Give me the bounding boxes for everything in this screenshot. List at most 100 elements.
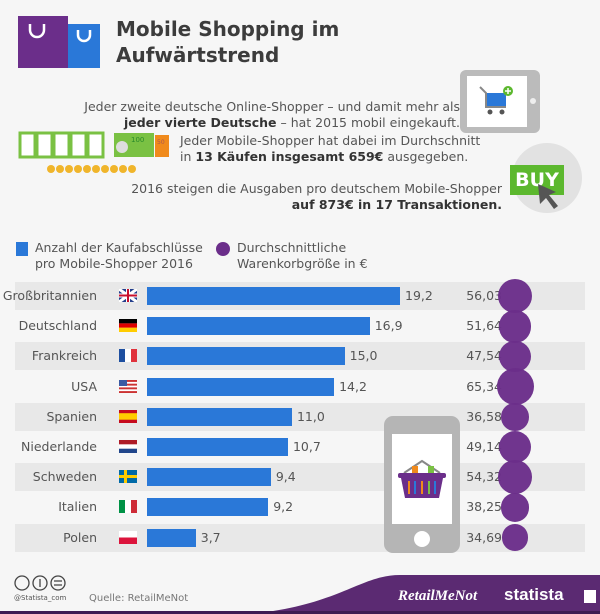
basket-size-circle [500,493,530,522]
basket-size-circle [497,278,533,314]
basket-value-label: 38,25 [466,499,502,515]
flag-pl-icon [119,530,137,544]
statista-logo-mark [584,590,596,603]
basket-value-label: 36,58 [466,408,502,424]
basket-size-circle [499,340,531,373]
bar [147,407,292,426]
legend-1-line-1: Anzahl der Kaufabschlüsse [35,240,203,255]
chart-row: Großbritannien 19,2 56,03 [3,282,585,310]
flag-nl-icon [119,440,137,453]
title-line-1: Mobile Shopping im [116,17,340,41]
basket-value-label: 47,54 [466,348,502,364]
bar [147,528,196,547]
flag-de-icon [119,319,137,333]
category-label: Polen [63,529,97,545]
bar [147,438,288,456]
legend-2-line-2: Warenkorbgröße in € [237,256,368,271]
fact-1-line-1: Jeder zweite deutsche Online-Shopper – u… [84,99,460,114]
legend-circle-swatch [216,242,230,256]
tablet-cart-icon [460,70,540,133]
category-label: Niederlande [21,439,97,454]
category-label: Frankreich [31,348,97,364]
fact-3: 2016 steigen die Ausgaben pro deutschem … [131,181,502,213]
banknote-small-label: 50 [157,139,165,146]
bar [147,317,370,336]
basket-value-label: 65,34 [466,378,502,394]
fact-3-line-1: 2016 steigen die Ausgaben pro deutschem … [131,181,502,196]
chart-row: Polen 3,7 34,69 [15,523,585,552]
cursor-icon [538,184,558,209]
chart-row: USA 14,2 65,34 [15,373,585,401]
bar-value-label: 15,0 [349,348,378,364]
fact-1-bold: jeder vierte Deutsche [123,115,277,130]
category-label: Schweden [32,469,97,485]
bar-value-label: 16,9 [374,318,403,334]
flag-se-icon [119,470,137,484]
cc-license-icons [14,575,66,591]
category-label: Spanien [46,408,97,424]
basket-size-circle [498,460,532,495]
phone-basket-icon [384,416,460,553]
bar-value-label: 3,7 [200,529,221,545]
fact-2: Jeder Mobile-Shopper hat dabei im Durchs… [180,133,480,165]
bar [147,468,271,487]
flag-uk-icon [119,289,137,302]
shopping-bags-icon [18,16,100,68]
statista-handle[interactable]: @Statista_com [14,594,67,602]
bar-value-label: 11,0 [296,408,325,424]
chart-row: Italien 9,2 38,25 [15,493,585,521]
bar-value-label: 14,2 [339,378,367,394]
bar-value-label: 9,2 [273,499,294,515]
chart-row: Frankreich 15,0 47,54 [15,342,585,371]
basket-size-circle [496,368,534,406]
legend-2-line-1: Durchschnittliche [237,240,347,255]
basket-size-circle [498,309,532,343]
chart-row: Spanien 11,0 36,58 [15,402,585,431]
flag-fr-icon [119,349,137,363]
basket-value-label: 34,69 [466,529,502,545]
category-label: USA [71,378,97,394]
basket-size-circle [501,402,529,431]
bar-value-label: 9,4 [275,469,296,485]
basket-value-label: 49,14 [466,439,502,454]
basket-size-circle [498,430,532,464]
flag-it-icon [119,500,137,514]
flag-es-icon [119,409,137,423]
page-title: Mobile Shopping im Aufwärtstrend [116,16,376,68]
legend-item-2: Durchschnittliche Warenkorbgröße in € [237,240,368,272]
legend-bar-swatch [16,242,28,256]
basket-value-label: 56,03 [466,288,502,303]
fact-2-pre: in [180,149,196,164]
buy-icon: BUY [510,165,564,195]
bar-value-label: 19,2 [405,288,433,303]
bar [147,347,345,366]
basket-value-label: 51,64 [466,318,502,334]
fact-2-rest: ausgegeben. [383,149,469,164]
bar [147,377,335,396]
category-label: Deutschland [18,318,97,334]
banknote-label: 100 [131,136,144,144]
chart-row: Deutschland 16,9 51,64 [15,312,585,340]
fact-2-bold: 13 Käufen insgesamt 659€ [195,149,384,164]
footer-band [0,575,600,614]
legend-item-1: Anzahl der Kaufabschlüsse pro Mobile-Sho… [35,240,203,272]
fact-2-line-1: Jeder Mobile-Shopper hat dabei im Durchs… [180,133,481,148]
bar-value-label: 10,7 [292,439,321,454]
title-line-2: Aufwärtstrend [116,43,280,67]
chart-row: Niederlande 10,7 49,14 [15,433,585,461]
source-text: Quelle: RetailMeNot [89,593,189,604]
legend-1-line-2: pro Mobile-Shopper 2016 [35,256,193,271]
bar [147,287,400,305]
statista-logo: statista [504,585,564,604]
basket-value-label: 54,32 [466,469,502,485]
money-icon: 100 50 [18,131,169,173]
retailmenot-logo: RetailMeNot [398,588,478,604]
bar [147,498,269,517]
fact-1-rest: – hat 2015 mobil eingekauft. [276,115,460,130]
fact-3-bold: auf 873€ in 17 Transaktionen. [291,197,502,212]
flag-us-icon [119,379,137,393]
category-label: Großbritannien [2,288,97,303]
fact-1: Jeder zweite deutsche Online-Shopper – u… [84,99,460,131]
category-label: Italien [58,499,97,515]
basket-size-circle [501,524,529,552]
